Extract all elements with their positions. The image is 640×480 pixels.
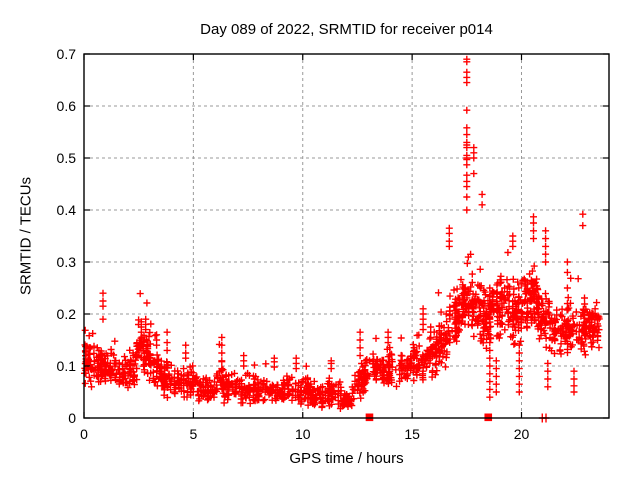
y-tick-label: 0.5 [56, 150, 76, 166]
y-tick-label: 0.2 [56, 306, 76, 322]
y-axis-label: SRMTID / TECUs [17, 176, 35, 296]
x-tick-label: 5 [189, 426, 198, 442]
grid-layer [84, 54, 609, 418]
y-tick-label: 0.7 [56, 46, 76, 62]
plot-border [83, 53, 610, 419]
x-tick-label: 15 [404, 426, 420, 442]
chart-title: Day 089 of 2022, SRMTID for receiver p01… [200, 21, 493, 38]
y-tick-label: 0.1 [56, 358, 76, 374]
scatter-points-layer [81, 55, 603, 412]
x-axis-label: GPS time / hours [289, 450, 404, 467]
zero-square-marker [365, 413, 374, 422]
y-tick-label: 0 [68, 410, 76, 426]
y-tick-label: 0.6 [56, 98, 76, 114]
zero-square-marker [484, 413, 493, 422]
y-tick-label: 0.3 [56, 254, 76, 270]
x-tick-label: 0 [80, 426, 88, 442]
axis-tick-layer [83, 53, 609, 419]
y-tick-label: 0.4 [56, 202, 76, 218]
x-tick-label: 20 [513, 426, 530, 442]
x-tick-label: 10 [294, 426, 311, 442]
